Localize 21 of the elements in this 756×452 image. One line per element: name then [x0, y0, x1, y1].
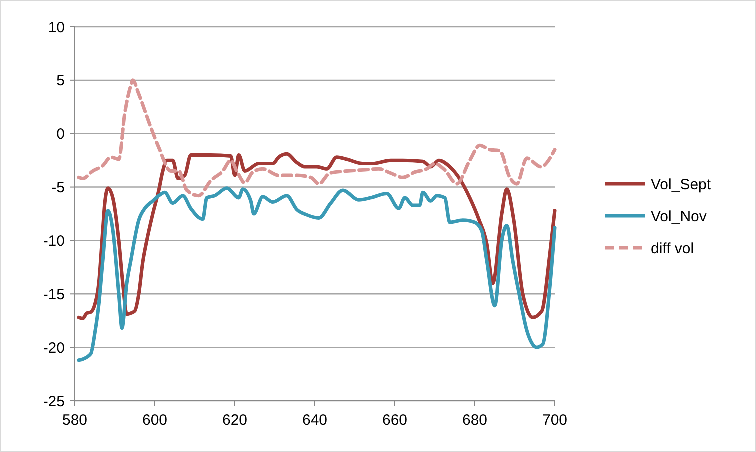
y-tick-label: 5 [56, 72, 65, 90]
x-tick-label: 700 [542, 412, 568, 429]
x-tick-label: 640 [302, 412, 328, 429]
y-tick-label: -20 [43, 340, 65, 357]
line-series [77, 78, 557, 198]
legend-label: Vol_Sept [651, 176, 712, 194]
y-tick-label: -5 [52, 180, 65, 197]
x-tick-label: 680 [462, 412, 488, 429]
x-tick-label: 620 [222, 412, 248, 429]
x-tick-label: 600 [142, 412, 168, 429]
x-tick-label: 580 [62, 412, 88, 429]
y-tick-label: 10 [48, 19, 65, 36]
y-tick-label: -15 [43, 286, 65, 304]
legend-label: diff vol [651, 240, 694, 258]
line-series [77, 152, 557, 320]
legend-label: Vol_Nov [651, 208, 708, 226]
y-tick-label: 0 [56, 126, 65, 144]
y-tick-label: -10 [43, 232, 65, 250]
line-series [77, 186, 557, 362]
x-tick-label: 660 [382, 412, 408, 429]
y-tick-label: -25 [43, 393, 65, 410]
